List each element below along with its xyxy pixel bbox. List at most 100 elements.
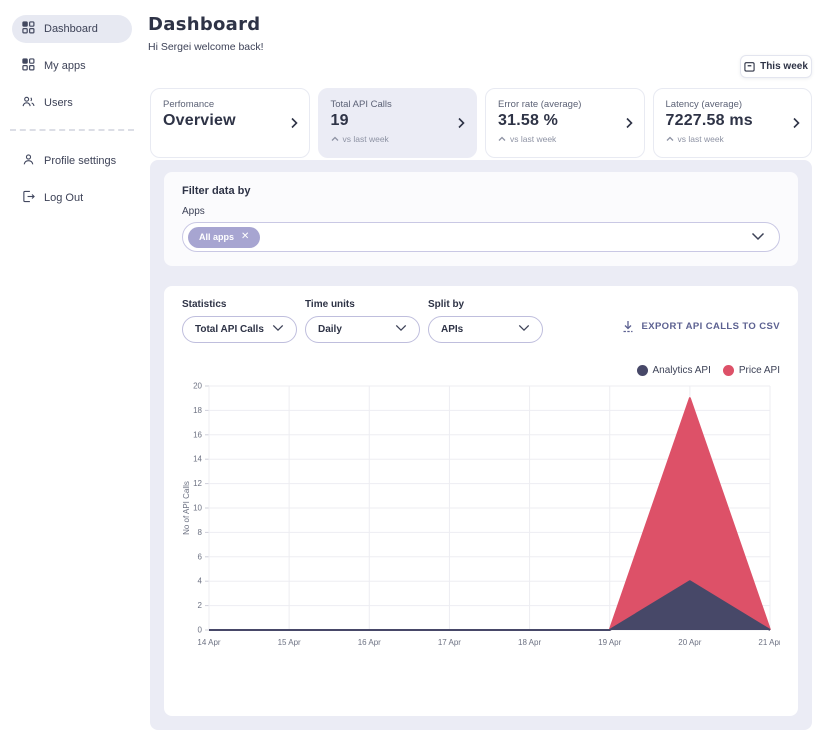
svg-text:8: 8 xyxy=(198,528,203,537)
time-units-control: Time units Daily xyxy=(305,299,420,343)
legend-item[interactable]: Analytics API xyxy=(636,365,711,376)
legend-item[interactable]: Price API xyxy=(722,365,780,376)
filter-title: Filter data by xyxy=(182,185,251,197)
sidebar-item-users[interactable]: Users xyxy=(12,89,132,117)
chevron-down-icon xyxy=(518,324,530,335)
dropdown-value: APIs xyxy=(441,324,464,335)
area-chart-svg: 0 2 4 6 8 10 12 14 16 18 20 14 Apr 15 Apr 16 Apr 17 Ap… xyxy=(182,382,780,648)
svg-text:20: 20 xyxy=(193,382,202,391)
api-calls-chart: 0 2 4 6 8 10 12 14 16 18 20 14 Apr 15 Apr 16 Apr 17 Ap… xyxy=(182,380,780,658)
sidebar-item-dashboard[interactable]: Dashboard xyxy=(12,15,132,43)
chart-controls: Statistics Total API Calls Time units Da… xyxy=(182,299,780,343)
dashboard-panel: Filter data by Apps All apps ✕ Statistic… xyxy=(150,160,812,730)
card-performance-overview[interactable]: Perfomance Overview xyxy=(150,88,310,158)
sidebar-item-label: Users xyxy=(44,97,73,109)
users-icon xyxy=(22,95,35,111)
chevron-down-icon xyxy=(272,324,284,335)
stat-cards-row: Perfomance Overview Total API Calls 19 v… xyxy=(150,88,812,158)
svg-text:14: 14 xyxy=(193,455,202,464)
svg-text:2: 2 xyxy=(198,601,203,610)
export-csv-label: EXPORT API CALLS TO CSV xyxy=(641,321,780,332)
chevron-down-icon xyxy=(395,324,407,335)
download-icon xyxy=(622,320,634,333)
chevron-right-icon xyxy=(791,116,801,135)
statistics-section: Statistics Total API Calls Time units Da… xyxy=(164,286,798,716)
all-apps-chip[interactable]: All apps ✕ xyxy=(188,226,261,248)
person-icon xyxy=(22,153,35,169)
card-value: Overview xyxy=(163,112,236,129)
legend-label: Price API xyxy=(738,365,780,376)
card-trend-label: vs last week xyxy=(677,134,724,144)
svg-text:16: 16 xyxy=(193,430,202,439)
legend-label: Analytics API xyxy=(652,365,711,376)
this-week-label: This week xyxy=(760,61,808,72)
card-value: 7227.58 ms xyxy=(665,112,753,129)
statistics-control: Statistics Total API Calls xyxy=(182,299,297,343)
this-week-button[interactable]: This week xyxy=(740,55,812,78)
control-label: Time units xyxy=(305,299,355,310)
page-title: Dashboard xyxy=(148,14,261,35)
card-label: Error rate (average) xyxy=(498,99,582,110)
card-trend: vs last week xyxy=(666,134,800,144)
sidebar-item-log-out[interactable]: Log Out xyxy=(12,184,132,212)
svg-text:18: 18 xyxy=(193,406,202,415)
dropdown-value: Daily xyxy=(318,324,342,335)
chip-close-icon[interactable]: ✕ xyxy=(241,231,250,242)
card-value: 19 xyxy=(330,112,349,129)
split-by-control: Split by APIs xyxy=(428,299,543,343)
sidebar-item-label: My apps xyxy=(44,60,86,72)
svg-text:6: 6 xyxy=(198,552,203,561)
svg-text:12: 12 xyxy=(193,479,202,488)
svg-text:20 Apr: 20 Apr xyxy=(678,638,701,647)
sidebar-divider xyxy=(10,129,134,131)
caret-up-icon xyxy=(331,134,339,144)
legend-dot xyxy=(722,365,734,376)
grid-icon xyxy=(22,21,35,37)
statistics-dropdown[interactable]: Total API Calls xyxy=(182,316,297,343)
calendar-icon xyxy=(744,61,755,72)
filter-section: Filter data by Apps All apps ✕ xyxy=(164,172,798,266)
card-trend-label: vs last week xyxy=(342,134,389,144)
logout-icon xyxy=(22,190,35,206)
chip-label: All apps xyxy=(199,232,235,242)
card-latency[interactable]: Latency (average) 7227.58 ms vs last wee… xyxy=(652,88,812,158)
sidebar-item-label: Dashboard xyxy=(44,23,98,35)
time-units-dropdown[interactable]: Daily xyxy=(305,316,420,343)
export-csv-button[interactable]: EXPORT API CALLS TO CSV xyxy=(622,320,780,333)
card-trend-label: vs last week xyxy=(510,134,557,144)
card-total-api-calls[interactable]: Total API Calls 19 vs last week xyxy=(317,88,477,158)
dropdown-value: Total API Calls xyxy=(195,324,264,335)
svg-text:18 Apr: 18 Apr xyxy=(518,638,541,647)
card-error-rate[interactable]: Error rate (average) 31.58 % vs last wee… xyxy=(485,88,645,158)
chart-legend: Analytics API Price API xyxy=(182,365,780,376)
chevron-down-icon xyxy=(751,228,765,246)
card-label: Perfomance xyxy=(163,99,215,110)
svg-text:10: 10 xyxy=(193,504,202,513)
svg-text:19 Apr: 19 Apr xyxy=(598,638,621,647)
grid-icon xyxy=(22,58,35,74)
card-value: 31.58 % xyxy=(498,112,559,129)
split-by-dropdown[interactable]: APIs xyxy=(428,316,543,343)
legend-dot xyxy=(636,365,648,376)
apps-select[interactable]: All apps ✕ xyxy=(182,222,780,252)
svg-text:17 Apr: 17 Apr xyxy=(438,638,461,647)
card-trend: vs last week xyxy=(331,134,465,144)
svg-text:21 Apr: 21 Apr xyxy=(758,638,780,647)
svg-text:4: 4 xyxy=(198,577,203,586)
caret-up-icon xyxy=(666,134,674,144)
caret-up-icon xyxy=(498,134,506,144)
chevron-right-icon xyxy=(289,116,299,135)
chevron-right-icon xyxy=(624,116,634,135)
svg-text:No of API Calls: No of API Calls xyxy=(182,481,191,535)
card-label: Total API Calls xyxy=(330,99,392,110)
card-trend: vs last week xyxy=(498,134,632,144)
sidebar-item-profile-settings[interactable]: Profile settings xyxy=(12,147,132,175)
sidebar-item-label: Profile settings xyxy=(44,155,117,167)
chevron-right-icon xyxy=(456,116,466,135)
greeting-text: Hi Sergei welcome back! xyxy=(148,41,264,53)
svg-text:15 Apr: 15 Apr xyxy=(278,638,301,647)
control-label: Split by xyxy=(428,299,465,310)
svg-text:14 Apr: 14 Apr xyxy=(197,638,220,647)
apps-label: Apps xyxy=(182,206,205,217)
sidebar-item-my-apps[interactable]: My apps xyxy=(12,52,132,80)
